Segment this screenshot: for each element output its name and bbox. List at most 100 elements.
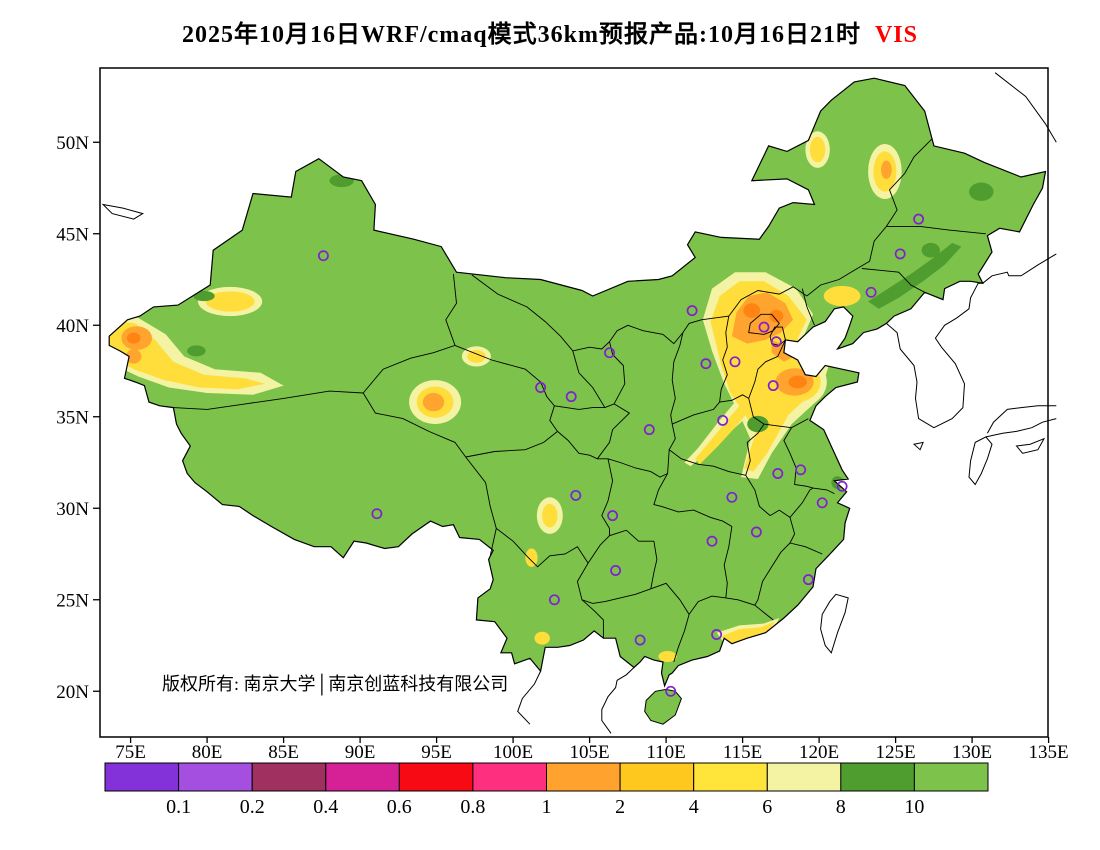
province-border (496, 528, 589, 568)
province-border (362, 273, 457, 394)
station-marker-kunming (548, 594, 560, 606)
contour-patch-yellow (542, 503, 558, 528)
lon-label: 130E (952, 742, 992, 763)
lon-label: 80E (192, 742, 223, 763)
station-marker-hangzhou (816, 497, 828, 509)
colorbar-segment (546, 762, 621, 792)
coastline (982, 253, 1057, 284)
contour-patch-yellow (658, 651, 677, 662)
colorbar-segment (619, 762, 695, 792)
coastline (601, 667, 635, 734)
station-marker-xining (535, 382, 547, 393)
station-marker-guangzhou (711, 629, 723, 640)
colorbar-segment (840, 762, 915, 792)
colorbar-label: 8 (836, 796, 846, 818)
lon-label: 115E (723, 742, 762, 763)
station-marker-yinchuan (604, 347, 615, 359)
colorbar-segment (472, 762, 547, 792)
province-border (581, 599, 604, 639)
colorbar-segment (693, 762, 768, 792)
contour-patch-yellow (809, 136, 826, 163)
title-main: 2025年10月16日WRF/cmaq模式36km预报产品:10月16日21时 (182, 20, 861, 48)
contour-patch-deep (743, 303, 761, 318)
province-border (465, 456, 497, 556)
province-border (599, 529, 654, 546)
province-border (748, 313, 780, 335)
province-border (576, 544, 605, 604)
coastline (968, 436, 993, 486)
colorbar-label: 10 (904, 796, 924, 818)
province-border (596, 403, 631, 460)
colorbar-segment (325, 762, 400, 792)
hainan-island (644, 688, 682, 725)
coastline (1015, 437, 1046, 454)
province-border (465, 431, 558, 458)
province-border (668, 424, 746, 476)
lon-label: 135E (1029, 742, 1069, 763)
colorbar-label: 0.1 (166, 796, 191, 818)
colorbar-label: 0.8 (460, 796, 485, 818)
station-marker-changchun (894, 248, 906, 260)
title-variable: VIS (875, 22, 918, 48)
coastline (517, 670, 542, 725)
station-marker-hohhot (686, 305, 698, 317)
coastline (101, 203, 145, 220)
station-marker-nanchang (750, 526, 762, 538)
lon-label: 105E (570, 742, 610, 763)
province-border (471, 138, 933, 352)
colorbar-label: 0.6 (387, 796, 412, 818)
coastline (985, 418, 1057, 438)
axis-layer: 20N 25N 30N 35N 40N 45N 50N 75E 80E 85E 90E 95E 100E… (56, 67, 1069, 763)
colorbar-label: 0.4 (313, 796, 338, 818)
colorbar-label: 2 (615, 796, 625, 818)
province-border (748, 398, 809, 429)
province-border (557, 431, 670, 478)
station-marker-chongqing (607, 510, 619, 522)
contour-patch-dark (187, 345, 206, 357)
station-marker-fuzhou (802, 574, 814, 586)
province-border (661, 505, 733, 527)
colorbar-segment (398, 762, 474, 792)
copyright-notice: 版权所有: 南京大学│南京创蓝科技有限公司 (162, 673, 508, 696)
station-marker-lhasa (371, 508, 383, 520)
province-border (754, 542, 791, 606)
province-border (670, 332, 684, 425)
lat-label: 25N (56, 590, 89, 611)
lat-label: 45N (56, 224, 89, 245)
station-marker-beijing (758, 321, 770, 333)
station-marker-zhengzhou (717, 414, 729, 426)
contour-patch-dark (193, 290, 215, 302)
coastline (994, 72, 1057, 143)
contour-patch-yellow (467, 350, 486, 363)
colorbar-segment (251, 762, 327, 792)
province-border (745, 475, 814, 519)
contour-patch-dark (868, 242, 962, 309)
station-marker-changsha (706, 535, 718, 547)
contour-patch-orange (126, 349, 142, 364)
page-title: 2025年10月16日WRF/cmaq模式36km预报产品:10月16日21时 V… (182, 20, 918, 48)
station-marker-shijiazhuang (729, 356, 741, 368)
lat-label: 30N (56, 499, 89, 520)
station-marker-nanjing (795, 464, 807, 476)
province-border (173, 390, 364, 410)
colorbar-segment (104, 762, 180, 792)
station-marker-nanning (634, 634, 646, 646)
contour-patch-yellow (205, 291, 255, 312)
province-border (650, 582, 690, 615)
coastline (886, 282, 983, 429)
province-border (650, 541, 658, 589)
colorbar-segment (766, 762, 842, 792)
contour-layer (109, 131, 994, 662)
contour-patch-yellow (823, 285, 861, 307)
province-border (454, 344, 558, 432)
colorbar-label: 1 (542, 796, 552, 818)
lon-label: 90E (345, 742, 376, 763)
contour-patch-dark (969, 182, 994, 201)
province-border (601, 458, 614, 536)
lon-label: 100E (493, 742, 533, 763)
station-marker-xian (643, 424, 655, 436)
lon-label: 120E (799, 742, 839, 763)
map-frame (99, 67, 1049, 738)
lon-label: 125E (876, 742, 916, 763)
province-border (554, 405, 605, 410)
